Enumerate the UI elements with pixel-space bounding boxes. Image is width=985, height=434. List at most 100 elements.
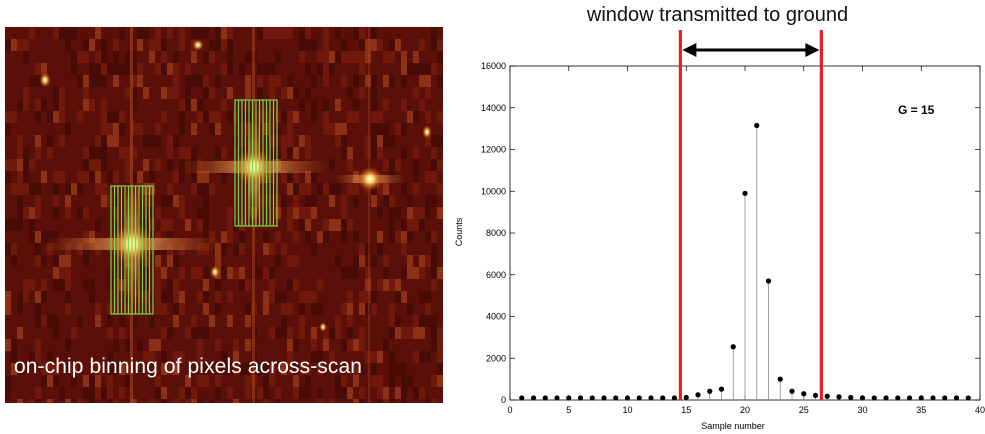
noise-pixel	[341, 195, 347, 207]
noise-pixel	[35, 135, 41, 147]
noise-pixel	[341, 39, 347, 51]
noise-pixel	[107, 171, 113, 183]
noise-pixel	[131, 123, 137, 135]
data-point	[801, 391, 807, 397]
noise-pixel	[209, 399, 215, 403]
noise-pixel	[341, 339, 347, 351]
noise-pixel	[215, 39, 221, 51]
noise-pixel	[11, 39, 17, 51]
noise-pixel	[209, 231, 215, 243]
noise-pixel	[227, 219, 233, 231]
noise-pixel	[335, 27, 341, 39]
noise-pixel	[35, 255, 41, 267]
noise-pixel	[401, 291, 407, 303]
noise-pixel	[431, 231, 437, 243]
noise-pixel	[311, 111, 317, 123]
noise-pixel	[365, 243, 371, 255]
noise-pixel	[311, 207, 317, 219]
noise-pixel	[311, 303, 317, 315]
noise-pixel	[419, 99, 425, 111]
noise-pixel	[77, 399, 83, 403]
noise-pixel	[389, 75, 395, 87]
noise-pixel	[11, 111, 17, 123]
noise-pixel	[353, 231, 359, 243]
noise-pixel	[17, 159, 23, 171]
y-tick-label: 12000	[481, 145, 506, 155]
noise-pixel	[239, 363, 245, 375]
noise-pixel	[317, 231, 323, 243]
noise-pixel	[59, 135, 65, 147]
noise-pixel	[377, 183, 383, 195]
noise-pixel	[227, 315, 233, 327]
noise-pixel	[383, 399, 389, 403]
star	[234, 147, 274, 187]
noise-pixel	[305, 135, 311, 147]
noise-pixel	[383, 75, 389, 87]
noise-pixel	[353, 195, 359, 207]
noise-pixel	[161, 387, 167, 399]
gain-label: G = 15	[898, 103, 935, 117]
noise-pixel	[191, 123, 197, 135]
noise-pixel	[215, 279, 221, 291]
noise-pixel	[311, 171, 317, 183]
noise-pixel	[71, 399, 77, 403]
noise-pixel	[5, 111, 11, 123]
noise-pixel	[281, 171, 287, 183]
noise-pixel	[203, 231, 209, 243]
noise-pixel	[203, 75, 209, 87]
noise-pixel	[263, 399, 269, 403]
noise-pixel	[5, 39, 11, 51]
noise-pixel	[143, 135, 149, 147]
noise-pixel	[413, 159, 419, 171]
noise-pixel	[203, 87, 209, 99]
noise-pixel	[335, 327, 341, 339]
noise-pixel	[203, 375, 209, 387]
noise-pixel	[425, 87, 431, 99]
noise-pixel	[137, 171, 143, 183]
noise-pixel	[125, 171, 131, 183]
noise-pixel	[179, 267, 185, 279]
noise-pixel	[143, 87, 149, 99]
noise-pixel	[83, 87, 89, 99]
noise-pixel	[35, 315, 41, 327]
noise-pixel	[359, 255, 365, 267]
noise-pixel	[263, 375, 269, 387]
noise-pixel	[341, 75, 347, 87]
noise-pixel	[137, 123, 143, 135]
noise-pixel	[125, 51, 131, 63]
noise-pixel	[83, 375, 89, 387]
noise-pixel	[119, 123, 125, 135]
noise-pixel	[245, 111, 251, 123]
noise-pixel	[293, 147, 299, 159]
noise-pixel	[155, 387, 161, 399]
noise-pixel	[269, 87, 275, 99]
noise-pixel	[107, 363, 113, 375]
noise-pixel	[293, 375, 299, 387]
noise-pixel	[119, 363, 125, 375]
noise-pixel	[95, 159, 101, 171]
noise-pixel	[359, 243, 365, 255]
noise-pixel	[431, 315, 437, 327]
noise-pixel	[371, 123, 377, 135]
noise-pixel	[281, 363, 287, 375]
noise-pixel	[227, 387, 233, 399]
noise-pixel	[179, 99, 185, 111]
noise-pixel	[335, 387, 341, 399]
noise-pixel	[131, 399, 137, 403]
noise-pixel	[215, 255, 221, 267]
noise-pixel	[119, 387, 125, 399]
data-point	[765, 278, 772, 284]
noise-pixel	[281, 27, 287, 39]
noise-pixel	[149, 39, 155, 51]
noise-pixel	[413, 351, 419, 363]
noise-pixel	[191, 51, 197, 63]
noise-pixel	[113, 279, 119, 291]
noise-pixel	[155, 123, 161, 135]
noise-pixel	[89, 63, 95, 75]
noise-pixel	[179, 291, 185, 303]
noise-pixel	[17, 399, 23, 403]
noise-pixel	[173, 291, 179, 303]
noise-pixel	[95, 63, 101, 75]
noise-pixel	[323, 63, 329, 75]
binning-box	[234, 99, 278, 227]
